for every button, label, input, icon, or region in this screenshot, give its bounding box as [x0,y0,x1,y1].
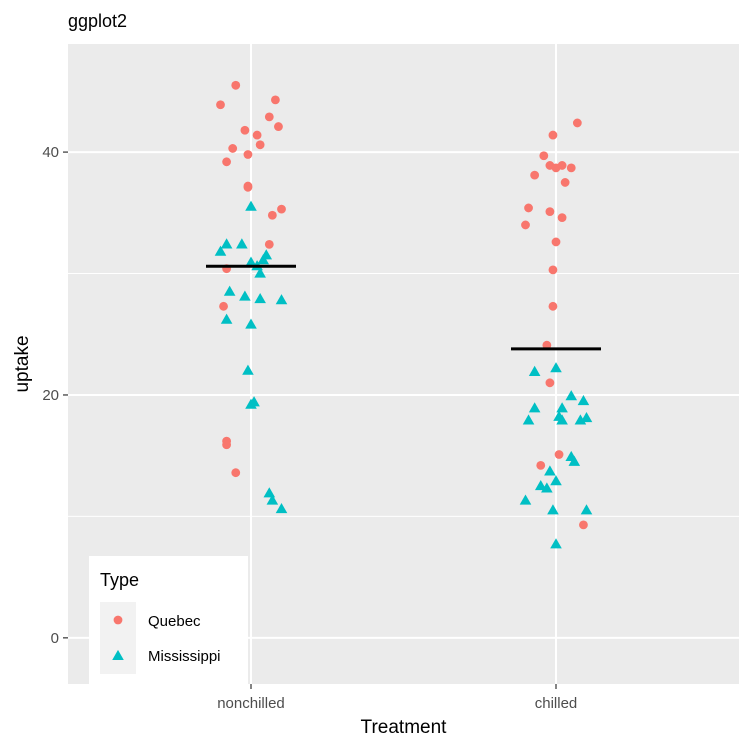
legend: Type Quebec Mississippi [89,556,248,684]
point-quebec [274,122,283,131]
point-quebec [219,302,228,311]
point-quebec [561,178,570,187]
point-quebec [228,144,237,153]
x-axis-title: Treatment [361,717,448,738]
chart-title: ggplot2 [68,11,127,31]
point-quebec [256,140,265,149]
point-quebec [222,440,231,449]
point-quebec [558,213,567,222]
point-quebec [241,126,250,135]
point-quebec [271,95,280,104]
point-quebec [253,131,262,140]
y-axis: 0 20 40 [42,144,68,647]
legend-label-mississippi: Mississippi [148,648,221,665]
x-axis: nonchilled chilled [217,684,577,712]
point-quebec [573,119,582,128]
point-quebec [536,461,545,470]
x-tick-label: nonchilled [217,695,285,712]
point-quebec [277,205,286,214]
point-quebec [567,163,576,172]
point-quebec [216,100,225,109]
y-tick-label: 20 [42,387,59,404]
legend-symbol-quebec [114,616,123,625]
point-quebec [524,204,533,213]
point-quebec [231,468,240,477]
point-quebec [222,157,231,166]
point-quebec [549,265,558,274]
point-quebec [546,207,555,216]
point-quebec [549,302,558,311]
point-quebec [265,112,274,121]
point-quebec [244,150,253,159]
point-quebec [546,378,555,387]
y-tick-label: 0 [51,630,59,647]
point-quebec [539,151,548,160]
legend-label-quebec: Quebec [148,613,201,630]
point-quebec [521,221,530,230]
x-tick-label: chilled [535,695,578,712]
point-quebec [552,163,561,172]
point-quebec [265,240,274,249]
point-quebec [530,171,539,180]
legend-title: Type [100,570,139,590]
point-quebec [555,450,564,459]
point-quebec [552,238,561,247]
y-tick-label: 40 [42,144,59,161]
point-quebec [231,81,240,90]
point-quebec [549,131,558,140]
point-quebec [579,521,588,530]
point-quebec [244,183,253,192]
y-axis-title: uptake [12,335,33,392]
point-quebec [268,211,277,220]
